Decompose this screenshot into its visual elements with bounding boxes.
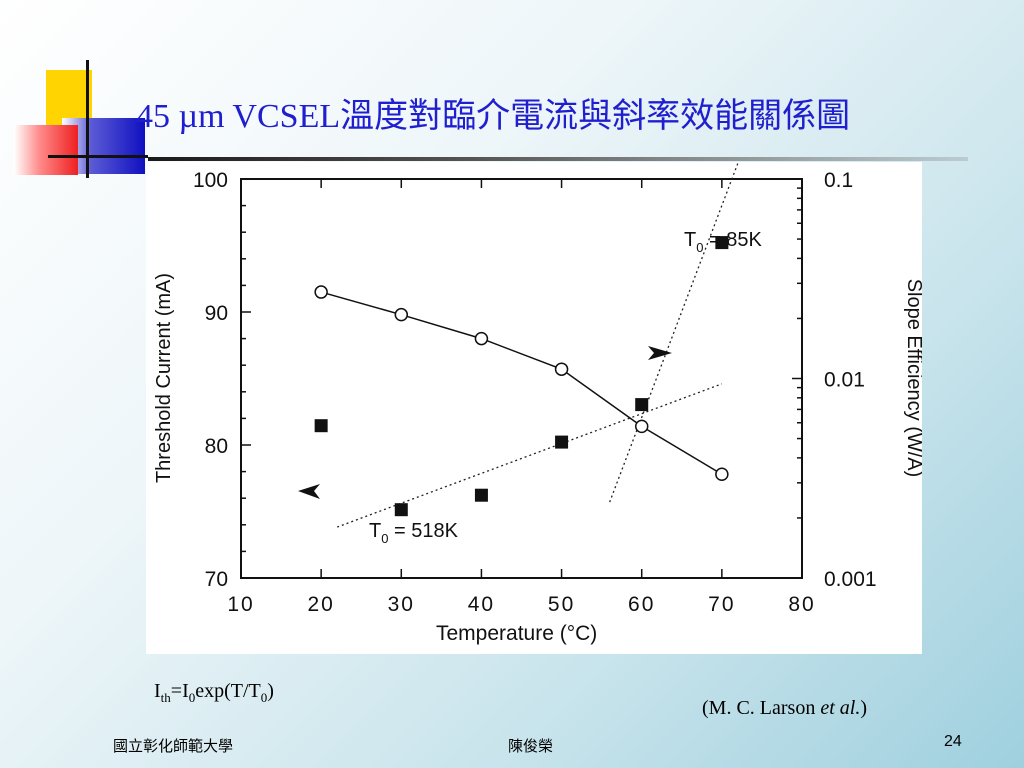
series-line [320, 291, 723, 475]
y-tick-label: 80 [205, 435, 228, 458]
slide-title: 45 µm VCSEL溫度對臨介電流與斜率效能關係圖 [136, 98, 851, 135]
x-tick-label: 40 [468, 593, 495, 616]
title-underline [148, 157, 968, 161]
plot-panel: 10 20 30 40 50 60 70 80 70 80 90 100 0.001 0.01 0.1 Te… [146, 162, 922, 654]
threshold-current-point [314, 285, 328, 299]
threshold-current-point [394, 307, 409, 322]
threshold-current-point [715, 467, 729, 482]
slope-efficiency-point [474, 488, 488, 502]
y-tick-label: 90 [205, 302, 228, 325]
slope-efficiency-point [635, 398, 649, 412]
y2-axis-label: Slope Efficiency (W/A) [903, 279, 922, 478]
citation: (M. C. Larson et al.) [702, 697, 867, 719]
decor-vertical-line [86, 60, 89, 178]
decor-horizontal-line [48, 155, 148, 158]
x-tick-label: 50 [548, 593, 575, 616]
x-tick-label: 80 [788, 593, 815, 616]
y2-tick-label: 0.1 [824, 169, 853, 192]
y2-tick-label: 0.001 [824, 568, 877, 591]
chart-svg: 10 20 30 40 50 60 70 80 70 80 90 100 0.001 0.01 0.1 Te… [153, 162, 922, 645]
threshold-formula: Ith=I0exp(T/T0) [154, 680, 274, 705]
fit-line [336, 383, 723, 528]
arrow-right-axis-indicator [648, 346, 672, 360]
y-tick-label: 100 [193, 169, 228, 192]
threshold-current-point [474, 331, 489, 346]
arrow-left-axis-indicator [298, 484, 320, 499]
slope-efficiency-point [314, 419, 328, 433]
x-axis-label: Temperature (°C) [436, 622, 597, 645]
tick-labels: 10 20 30 40 50 60 70 80 70 80 90 100 0.001 0.01 0.1 [193, 169, 877, 616]
series-lines [320, 291, 723, 475]
x-tick-label: 30 [388, 593, 415, 616]
page-number: 24 [944, 733, 962, 750]
y-axis-label: Threshold Current (mA) [153, 273, 175, 483]
fit-label-518k: T0 = 518K [369, 520, 459, 546]
y-tick-label: 70 [205, 568, 228, 591]
slope-efficiency-point [555, 435, 569, 449]
fit-lines [336, 162, 739, 528]
threshold-current-point [634, 419, 649, 434]
slope-efficiency-point [394, 503, 408, 517]
x-tick-label: 20 [307, 593, 334, 616]
slope-efficiency-point [715, 236, 729, 250]
x-tick-label: 10 [227, 593, 254, 616]
fit-line [609, 162, 739, 503]
fit-label-85k: T0 = 85K [684, 229, 762, 255]
x-tick-label: 60 [628, 593, 655, 616]
x-tick-label: 70 [708, 593, 735, 616]
footer-author: 陳俊榮 [508, 737, 554, 755]
data-markers [314, 236, 729, 517]
footer-institution: 國立彰化師範大學 [113, 737, 234, 755]
axis-ticks [240, 178, 803, 579]
threshold-current-point [554, 362, 569, 376]
y2-tick-label: 0.01 [824, 369, 865, 392]
decor-red-square [14, 125, 78, 175]
